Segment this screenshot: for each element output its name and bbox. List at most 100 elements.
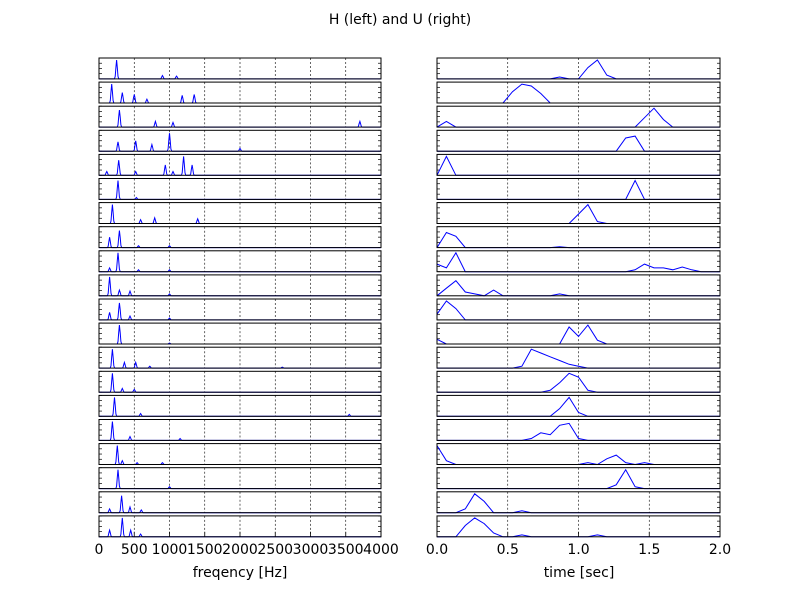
left-subplot xyxy=(98,105,382,128)
left-subplot xyxy=(98,202,382,225)
left-subplot-frame xyxy=(98,81,382,104)
left-xtick-label: 500 xyxy=(121,542,148,558)
left-subplot xyxy=(98,178,382,200)
left-subplot xyxy=(98,467,382,490)
left-subplot xyxy=(98,443,382,466)
right-panel: 0.0 0.5 1.0 1.5 2.0 xyxy=(426,57,731,558)
left-subplot xyxy=(98,129,382,152)
right-subplot xyxy=(436,57,721,80)
right-subplot-frame xyxy=(436,129,721,152)
right-subplot-frame xyxy=(436,105,721,128)
left-subplot: 0 500 1000 1500 2000 2500 3000 3500 4000 xyxy=(95,515,399,558)
right-subplot-frame xyxy=(436,443,721,466)
left-subplot xyxy=(98,370,382,393)
left-xtick-label: 4000 xyxy=(363,542,399,558)
right-subplot-frame xyxy=(436,81,721,104)
right-subplot xyxy=(436,129,721,152)
right-subplot-frame xyxy=(436,298,721,321)
right-subplot-frame xyxy=(436,57,721,80)
right-subplot xyxy=(436,322,721,345)
right-subplot xyxy=(436,226,721,249)
left-panel: 0 500 1000 1500 2000 2500 3000 3500 4000 xyxy=(95,57,399,558)
right-subplot xyxy=(436,202,721,225)
left-xtick-label: 1500 xyxy=(187,542,223,558)
left-subplot-frame xyxy=(98,443,382,466)
right-subplot-frame xyxy=(436,419,721,441)
left-subplot xyxy=(98,346,382,369)
right-subplot xyxy=(436,153,721,176)
left-subplot-frame xyxy=(98,419,382,441)
right-subplot-frame xyxy=(436,491,721,514)
right-subplot xyxy=(436,81,721,104)
right-xtick-label: 1.0 xyxy=(567,542,589,558)
right-subplot xyxy=(436,346,721,369)
left-xtick-label: 3000 xyxy=(293,542,329,558)
left-subplot xyxy=(98,226,382,249)
left-subplot-frame xyxy=(98,370,382,393)
right-subplot-frame xyxy=(436,202,721,225)
left-subplot xyxy=(98,250,382,273)
right-subplot-frame xyxy=(436,250,721,273)
right-subplot-frame xyxy=(436,226,721,249)
right-x-axis-label: time [sec] xyxy=(544,565,615,581)
figure-title: H (left) and U (right) xyxy=(329,12,471,28)
right-subplot xyxy=(436,250,721,273)
left-subplot xyxy=(98,322,382,345)
left-subplot-frame xyxy=(98,105,382,128)
left-subplot-frame xyxy=(98,202,382,225)
left-xtick-label: 2500 xyxy=(257,542,293,558)
right-xtick-label: 0.5 xyxy=(497,542,519,558)
right-subplot-frame xyxy=(436,370,721,393)
left-subplot-frame xyxy=(98,250,382,273)
left-xtick-label: 0 xyxy=(95,542,104,558)
right-subplot xyxy=(436,419,721,441)
right-subplot-frame xyxy=(436,346,721,369)
right-subplot xyxy=(436,298,721,321)
left-subplot-frame xyxy=(98,467,382,490)
right-subplot xyxy=(436,105,721,128)
right-subplot-frame xyxy=(436,178,721,200)
right-xtick-label: 1.5 xyxy=(638,542,660,558)
right-subplot-frame xyxy=(436,515,721,538)
left-xtick-label: 1000 xyxy=(152,542,188,558)
left-subplot xyxy=(98,274,382,297)
left-subplot-frame xyxy=(98,153,382,176)
left-xtick-label: 2000 xyxy=(222,542,258,558)
right-subplot-frame xyxy=(436,467,721,490)
right-subplot xyxy=(436,178,721,200)
left-subplot-frame xyxy=(98,298,382,321)
right-subplot xyxy=(436,491,721,514)
left-subplot xyxy=(98,153,382,176)
left-subplot-frame xyxy=(98,178,382,200)
left-subplot xyxy=(98,57,382,80)
right-xtick-label: 2.0 xyxy=(709,542,731,558)
right-subplot xyxy=(436,370,721,393)
right-subplot-frame xyxy=(436,394,721,417)
left-subplot-frame xyxy=(98,346,382,369)
left-x-axis-label: freqency [Hz] xyxy=(193,565,288,581)
left-subplot-frame xyxy=(98,226,382,249)
right-xtick-label: 0.0 xyxy=(426,542,448,558)
right-subplot xyxy=(436,274,721,297)
right-subplot-frame xyxy=(436,153,721,176)
right-subplot-frame xyxy=(436,274,721,297)
left-subplot xyxy=(98,298,382,321)
right-subplot-frame xyxy=(436,322,721,345)
left-xtick-label: 3500 xyxy=(328,542,364,558)
right-subplot xyxy=(436,394,721,417)
right-subplot xyxy=(436,443,721,466)
left-subplot xyxy=(98,491,382,514)
left-subplot-frame xyxy=(98,394,382,417)
left-subplot-frame xyxy=(98,57,382,80)
left-subplot xyxy=(98,394,382,417)
left-subplot xyxy=(98,419,382,441)
left-subplot-frame xyxy=(98,515,382,538)
left-subplot-frame xyxy=(98,322,382,345)
right-subplot xyxy=(436,467,721,490)
left-subplot-frame xyxy=(98,491,382,514)
left-subplot-frame xyxy=(98,129,382,152)
right-subplot: 0.0 0.5 1.0 1.5 2.0 xyxy=(426,515,731,558)
left-subplot xyxy=(98,81,382,104)
left-subplot-frame xyxy=(98,274,382,297)
